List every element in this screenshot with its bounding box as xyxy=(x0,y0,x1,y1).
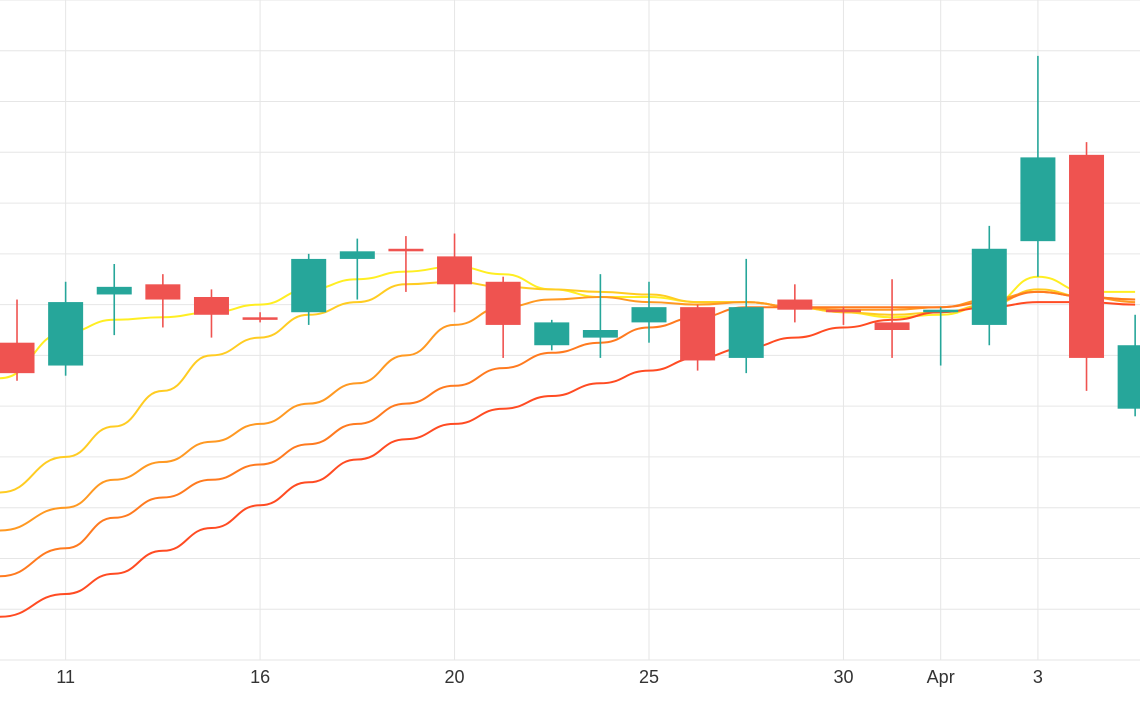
candle-body xyxy=(874,322,910,330)
candle-up xyxy=(582,274,618,358)
candle-body xyxy=(339,251,375,259)
candle-body xyxy=(1020,157,1056,242)
candle-body xyxy=(291,258,327,313)
candle-body xyxy=(923,309,959,313)
candle-body xyxy=(193,297,229,315)
candle-body xyxy=(534,322,570,346)
candle-body xyxy=(582,330,618,338)
candle-up xyxy=(971,225,1007,346)
x-tick-label: Apr xyxy=(927,667,955,687)
x-tick-label: 20 xyxy=(445,667,465,687)
x-tick-label: 11 xyxy=(56,667,75,687)
x-tick-label: 25 xyxy=(639,667,659,687)
candle-body xyxy=(145,284,181,300)
candle-body xyxy=(0,342,35,374)
candle-up xyxy=(1117,314,1140,417)
candle-body xyxy=(48,302,84,366)
candle-down xyxy=(680,304,716,371)
candle-body xyxy=(96,286,132,295)
candle-body xyxy=(971,248,1007,325)
candle-body xyxy=(631,307,667,323)
candle-down xyxy=(825,307,861,325)
candle-down xyxy=(145,274,181,328)
candle-up xyxy=(923,307,959,366)
candle-down xyxy=(193,289,229,338)
candle-down xyxy=(485,276,521,358)
candle-body xyxy=(242,317,278,320)
candle-up xyxy=(291,253,327,325)
grid xyxy=(0,0,1140,661)
candle-body xyxy=(485,281,521,325)
candles xyxy=(0,55,1140,417)
candle-body xyxy=(777,299,813,310)
moving-average-line-1 xyxy=(0,265,1136,380)
candle-up xyxy=(48,281,84,376)
x-axis-ticks: 11 16 20 25 30 Apr 3 xyxy=(56,667,1043,687)
candle-body xyxy=(728,307,764,358)
candle-body xyxy=(1117,345,1140,409)
candle-up xyxy=(631,281,667,343)
x-tick-label: 3 xyxy=(1033,667,1043,687)
candle-body xyxy=(388,248,424,252)
moving-average-line-5 xyxy=(0,301,1136,618)
candle-up xyxy=(534,319,570,351)
candle-body xyxy=(437,256,473,285)
moving-average-lines xyxy=(0,265,1136,618)
candle-up xyxy=(728,258,764,374)
candle-down xyxy=(1069,142,1105,391)
candle-up xyxy=(339,238,375,300)
candle-down xyxy=(242,312,278,323)
candle-down xyxy=(874,279,910,358)
candle-down xyxy=(437,233,473,313)
candle-up xyxy=(1020,55,1056,277)
candle-body xyxy=(825,309,861,313)
x-tick-label: 30 xyxy=(833,667,853,687)
candle-down xyxy=(388,236,424,292)
candle-body xyxy=(1069,154,1105,358)
x-tick-label: 16 xyxy=(250,667,270,687)
candle-up xyxy=(96,264,132,336)
candle-down xyxy=(777,284,813,323)
candle-body xyxy=(680,307,716,361)
candle-down xyxy=(0,299,35,381)
